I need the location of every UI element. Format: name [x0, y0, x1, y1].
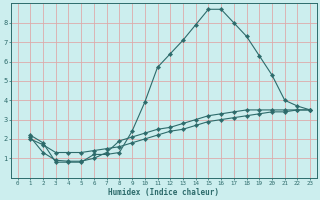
X-axis label: Humidex (Indice chaleur): Humidex (Indice chaleur) [108, 188, 220, 197]
